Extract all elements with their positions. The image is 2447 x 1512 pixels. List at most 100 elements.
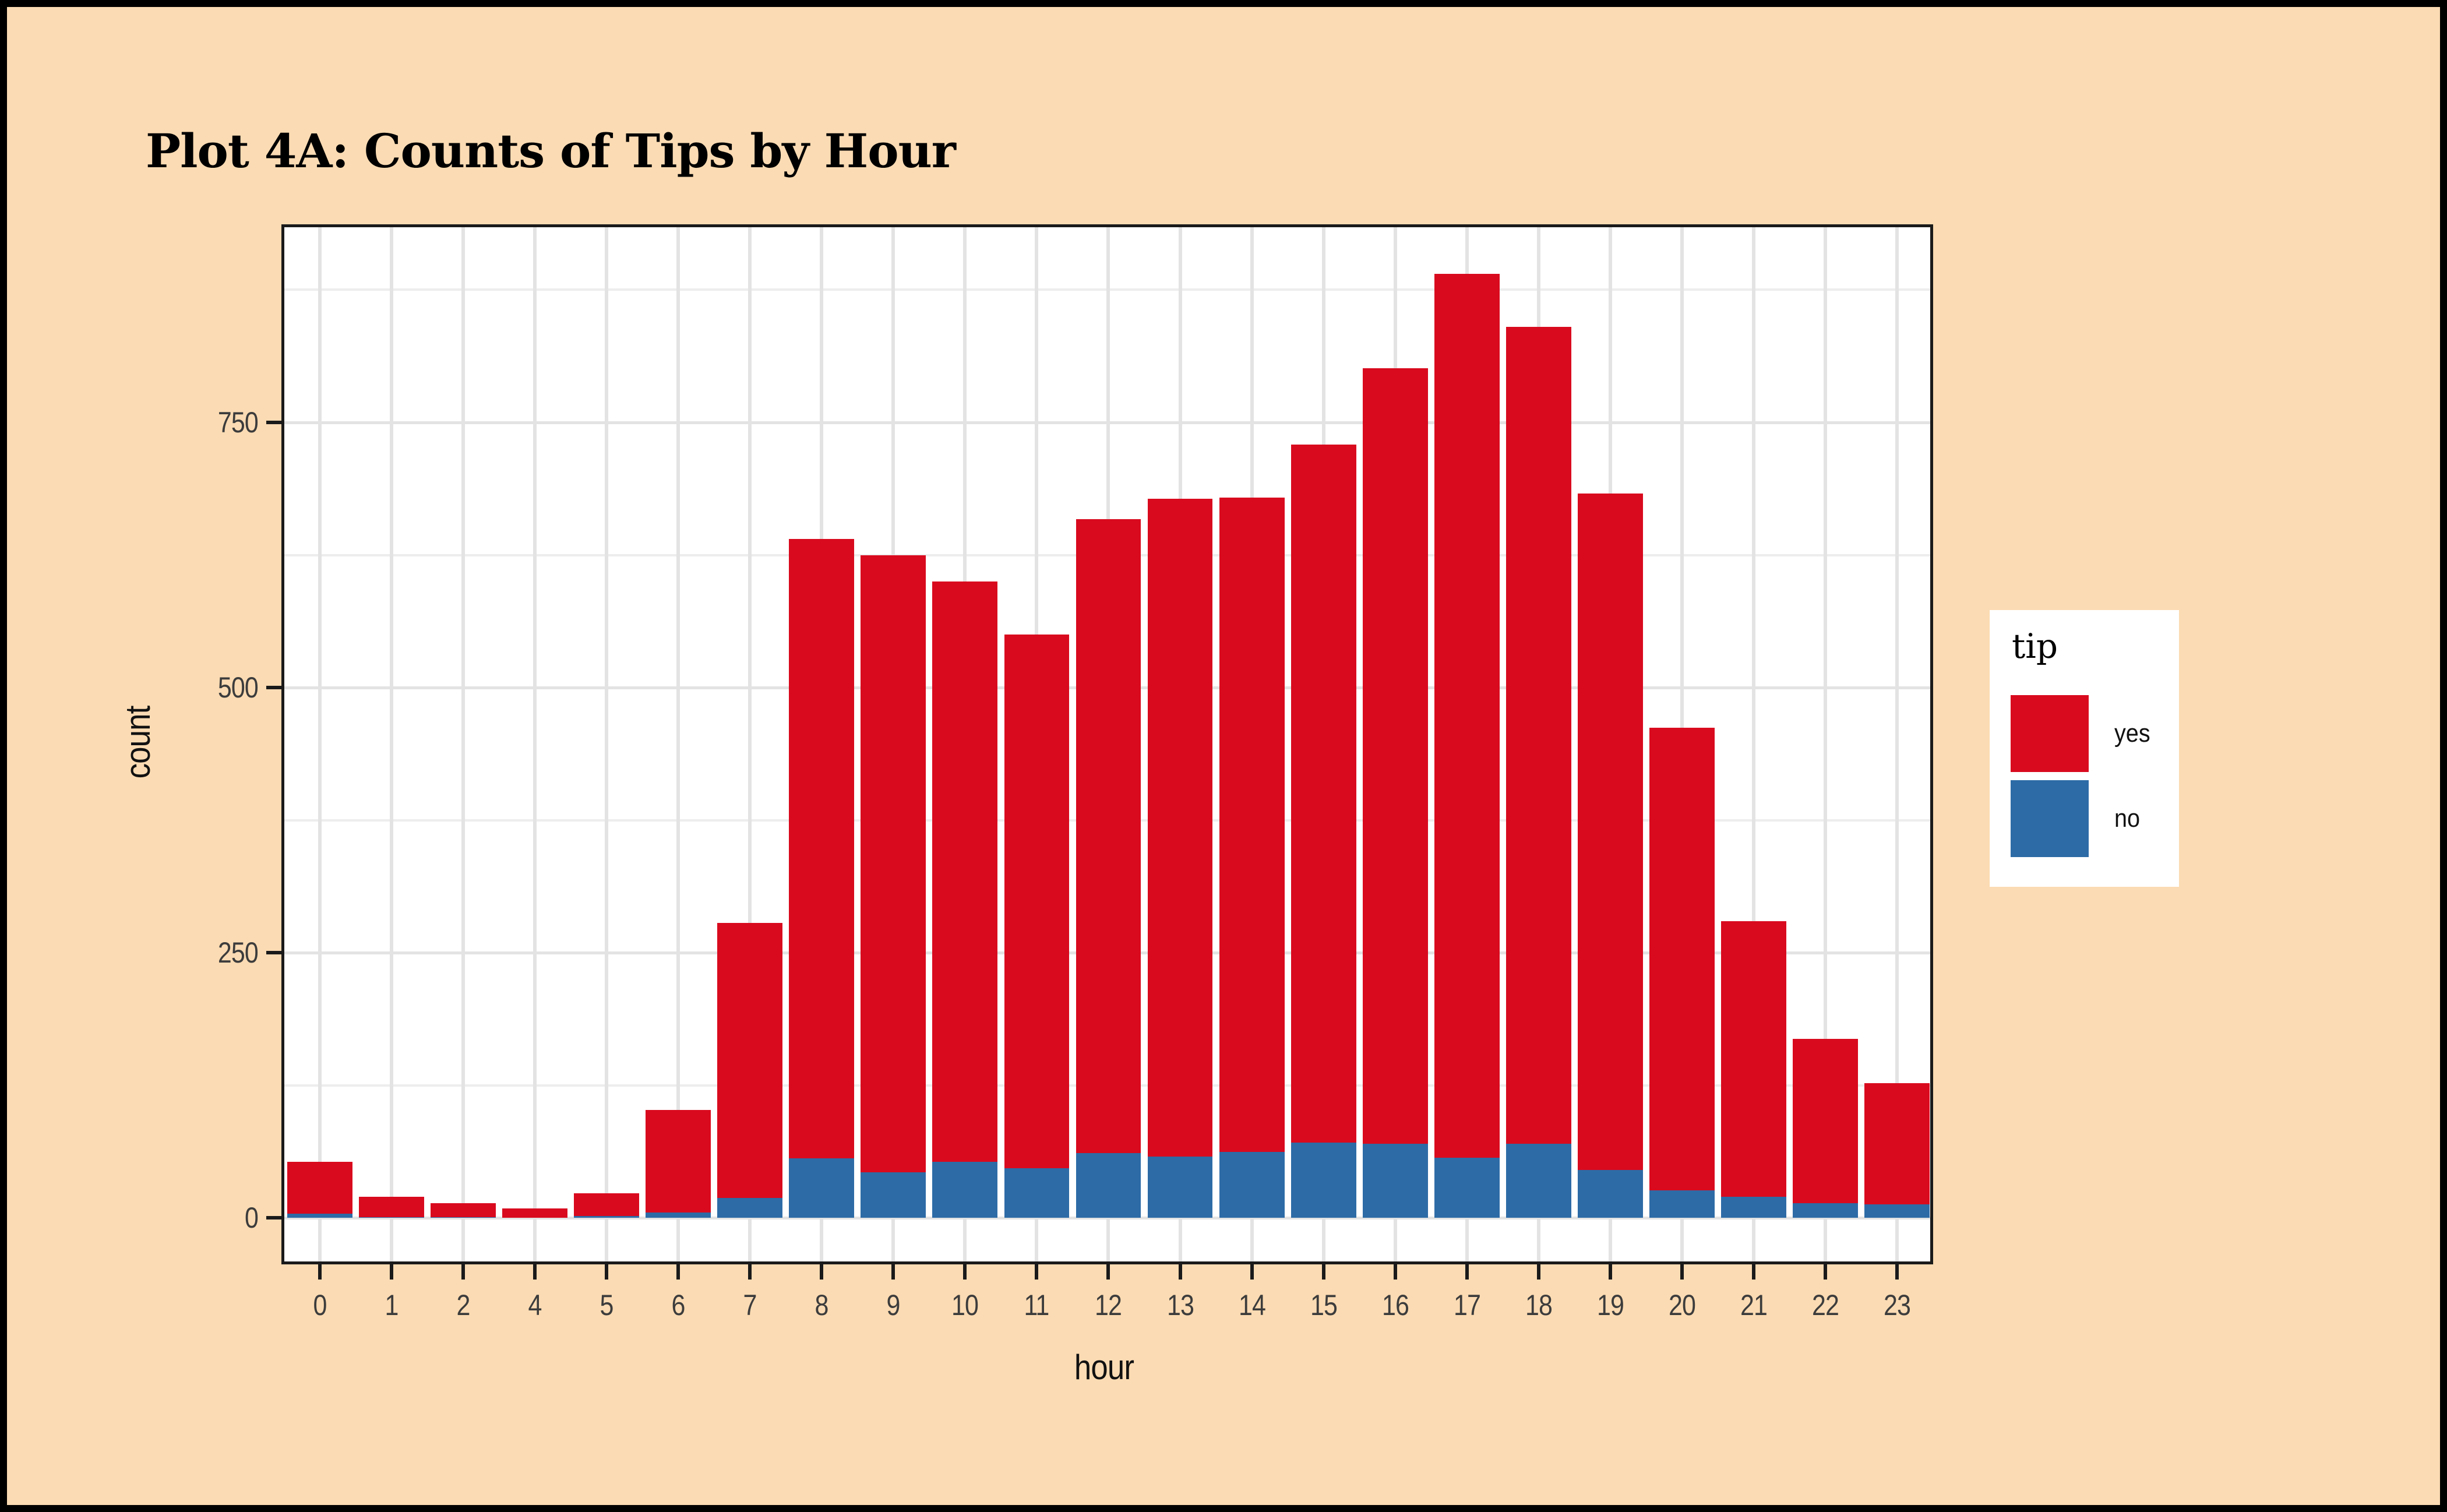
chart-title: Plot 4A: Counts of Tips by Hour <box>146 124 956 178</box>
x-tick-8 <box>820 1264 824 1280</box>
x-tick-label-4: 4 <box>528 1289 542 1321</box>
x-tick-20 <box>1680 1264 1684 1280</box>
x-tick-label-2: 2 <box>456 1289 471 1321</box>
bar-segment-no-hour-12 <box>1076 1153 1141 1218</box>
bar-hour-5 <box>574 1193 640 1218</box>
x-tick-label-16: 16 <box>1381 1289 1409 1321</box>
bar-hour-22 <box>1792 1038 1858 1218</box>
bar-hour-16 <box>1362 368 1428 1218</box>
x-tick-label-6: 6 <box>671 1289 686 1321</box>
stage: Plot 4A: Counts of Tips by Hour hour cou… <box>7 7 2440 1505</box>
gridline-x-22 <box>1823 227 1827 1261</box>
x-tick-label-13: 13 <box>1166 1289 1194 1321</box>
bar-segment-yes-hour-20 <box>1649 728 1715 1191</box>
x-tick-label-11: 11 <box>1024 1289 1050 1321</box>
y-tick-label-500: 500 <box>217 671 259 704</box>
x-tick-2 <box>461 1264 466 1280</box>
bar-hour-2 <box>431 1203 496 1218</box>
x-tick-label-8: 8 <box>815 1289 829 1321</box>
x-tick-label-14: 14 <box>1238 1289 1266 1321</box>
bar-segment-no-hour-21 <box>1720 1196 1786 1218</box>
legend-swatch-no <box>2011 780 2089 857</box>
bar-hour-18 <box>1505 327 1571 1218</box>
x-tick-14 <box>1250 1264 1254 1280</box>
plot-panel <box>281 224 1933 1264</box>
bar-hour-6 <box>646 1109 711 1218</box>
x-tick-1 <box>390 1264 394 1280</box>
x-tick-label-5: 5 <box>600 1289 614 1321</box>
x-tick-label-7: 7 <box>743 1289 757 1321</box>
bar-hour-1 <box>359 1196 424 1218</box>
bar-segment-no-hour-20 <box>1649 1190 1715 1218</box>
bar-segment-yes-hour-12 <box>1076 519 1141 1154</box>
bar-segment-no-hour-8 <box>789 1158 855 1218</box>
bar-hour-4 <box>502 1208 568 1218</box>
bar-hour-7 <box>717 923 783 1218</box>
bar-hour-0 <box>287 1161 352 1218</box>
bar-segment-no-hour-14 <box>1219 1152 1285 1218</box>
bar-segment-yes-hour-22 <box>1792 1038 1858 1203</box>
legend-swatch-yes <box>2011 695 2089 772</box>
bar-segment-no-hour-15 <box>1291 1143 1356 1218</box>
x-tick-label-23: 23 <box>1883 1289 1911 1321</box>
x-tick-9 <box>891 1264 895 1280</box>
bar-segment-no-hour-18 <box>1505 1143 1571 1218</box>
bar-segment-yes-hour-14 <box>1219 498 1285 1152</box>
bar-segment-no-hour-2 <box>431 1217 496 1218</box>
legend: tip yes no <box>1990 610 2179 887</box>
bar-hour-21 <box>1720 921 1786 1218</box>
y-tick-0 <box>266 1216 281 1220</box>
bar-segment-yes-hour-6 <box>646 1109 711 1213</box>
bar-segment-no-hour-5 <box>574 1215 640 1218</box>
x-tick-label-22: 22 <box>1811 1289 1839 1321</box>
x-tick-17 <box>1465 1264 1469 1280</box>
y-tick-750 <box>266 420 281 424</box>
y-tick-250 <box>266 951 281 955</box>
x-tick-label-17: 17 <box>1453 1289 1481 1321</box>
gridline-x-21 <box>1751 227 1755 1261</box>
bar-hour-10 <box>932 581 998 1218</box>
bar-hour-8 <box>789 539 855 1218</box>
x-tick-4 <box>533 1264 537 1280</box>
gridline-x-1 <box>390 227 394 1261</box>
bar-hour-23 <box>1864 1083 1930 1218</box>
x-tick-label-20: 20 <box>1668 1289 1696 1321</box>
bar-segment-no-hour-6 <box>646 1213 711 1218</box>
bar-segment-no-hour-11 <box>1004 1168 1070 1218</box>
bar-hour-9 <box>861 555 926 1218</box>
gridline-x-23 <box>1895 227 1899 1261</box>
bar-segment-yes-hour-5 <box>574 1193 640 1216</box>
y-tick-500 <box>266 686 281 690</box>
x-tick-22 <box>1823 1264 1827 1280</box>
legend-item-yes: yes <box>2011 695 2174 773</box>
legend-title: tip <box>2012 626 2058 666</box>
bar-segment-yes-hour-15 <box>1291 445 1356 1143</box>
bar-segment-no-hour-10 <box>932 1161 998 1218</box>
legend-item-no: no <box>2011 780 2174 858</box>
bar-segment-yes-hour-18 <box>1505 327 1571 1144</box>
y-tick-label-250: 250 <box>217 936 259 970</box>
bar-hour-20 <box>1649 728 1715 1218</box>
x-tick-5 <box>605 1264 609 1280</box>
x-tick-0 <box>318 1264 322 1280</box>
x-tick-label-12: 12 <box>1095 1289 1122 1321</box>
bar-segment-yes-hour-2 <box>431 1203 496 1217</box>
bar-segment-yes-hour-19 <box>1577 493 1643 1171</box>
x-tick-11 <box>1035 1264 1039 1280</box>
bar-segment-no-hour-7 <box>717 1197 783 1218</box>
x-tick-label-10: 10 <box>951 1289 979 1321</box>
x-tick-label-9: 9 <box>886 1289 901 1321</box>
x-tick-label-19: 19 <box>1596 1289 1624 1321</box>
bar-segment-no-hour-0 <box>287 1214 352 1218</box>
bar-segment-no-hour-19 <box>1577 1170 1643 1218</box>
x-tick-23 <box>1895 1264 1899 1280</box>
bar-segment-yes-hour-8 <box>789 539 855 1159</box>
x-tick-12 <box>1106 1264 1110 1280</box>
bar-segment-yes-hour-21 <box>1720 921 1786 1197</box>
bar-segment-yes-hour-23 <box>1864 1083 1930 1204</box>
gridline-x-0 <box>318 227 322 1261</box>
x-tick-label-21: 21 <box>1740 1289 1768 1321</box>
bar-segment-yes-hour-10 <box>932 581 998 1162</box>
gridline-x-7 <box>748 227 752 1261</box>
x-tick-21 <box>1751 1264 1755 1280</box>
